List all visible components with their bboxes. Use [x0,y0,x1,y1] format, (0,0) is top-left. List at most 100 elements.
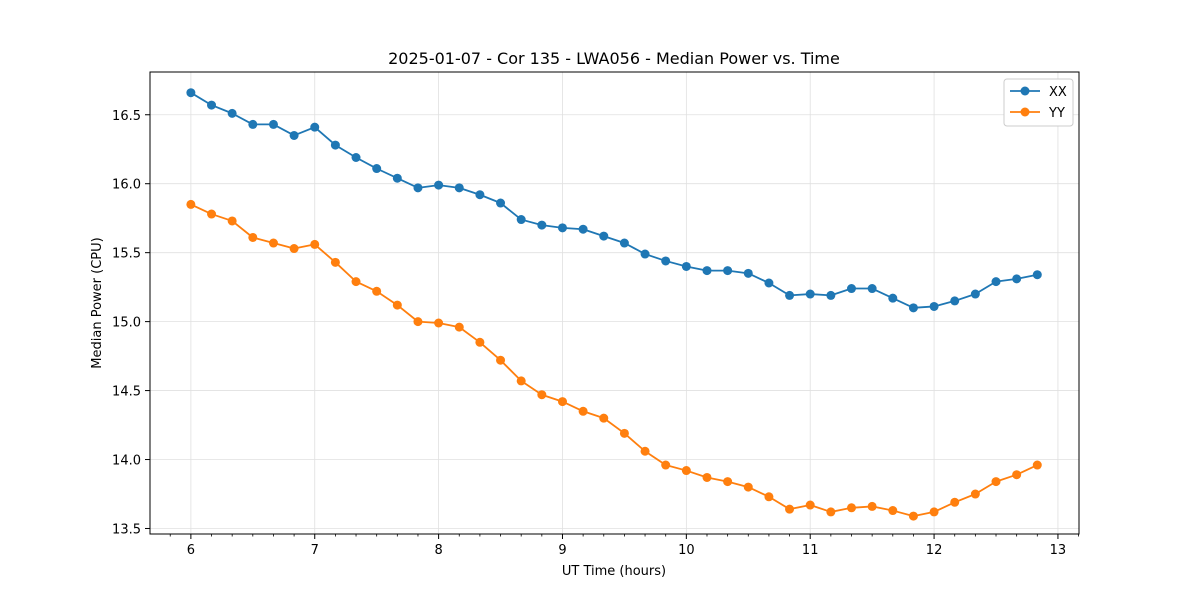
y-tick-label: 13.5 [112,522,141,537]
chart-title: 2025-01-07 - Cor 135 - LWA056 - Median P… [388,49,840,68]
axes: 6 7 8 9 10 11 12 13 13.5 14.0 14.5 15.0 15.5 16.0 16.5 [112,109,1079,558]
data-point-xx [310,122,320,132]
data-point-xx [846,284,856,294]
y-tick-label: 15.0 [112,316,141,331]
data-point-xx [702,266,712,276]
data-point-xx [434,180,444,190]
data-point-xx [578,224,588,234]
data-point-xx [888,293,898,303]
data-point-xx [991,277,1001,287]
data-point-xx [1012,274,1022,284]
data-point-xx [413,183,423,193]
legend-label-xx: XX [1049,85,1067,100]
data-point-yy [475,337,485,347]
y-tick-label: 16.5 [112,109,141,124]
data-point-xx [330,140,340,150]
data-point-xx [743,268,753,278]
data-point-yy [826,507,836,517]
data-point-xx [599,231,609,241]
data-point-yy [310,239,320,249]
y-tick-label: 14.0 [112,454,141,469]
data-point-xx [723,266,733,276]
data-point-yy [805,500,815,510]
data-point-yy [496,355,506,365]
data-point-yy [846,503,856,513]
y-tick-label: 15.5 [112,247,141,262]
data-point-xx [950,296,960,306]
x-tick-label: 7 [311,543,319,558]
legend-label-yy: YY [1048,106,1065,121]
data-point-xx [557,223,567,233]
data-point-xx [248,119,258,129]
data-point-yy [929,507,939,517]
data-point-yy [640,446,650,456]
data-point-xx [619,238,629,248]
data-point-xx [372,164,382,174]
data-point-xx [392,173,402,183]
data-point-xx [681,261,691,271]
data-point-yy [661,460,671,470]
data-point-yy [351,277,361,287]
data-point-yy [908,511,918,521]
y-tick-label: 14.5 [112,385,141,400]
x-tick-label: 11 [802,543,819,558]
data-point-xx [475,190,485,200]
data-point-xx [826,290,836,300]
data-point-yy [970,489,980,499]
data-point-yy [578,406,588,416]
data-point-xx [268,119,278,129]
x-tick-label: 10 [678,543,695,558]
data-point-yy [434,318,444,328]
data-point-xx [640,249,650,259]
x-axis-label: UT Time (hours) [562,564,666,579]
data-point-yy [557,397,567,407]
data-point-xx [207,100,217,110]
series-line-yy [190,203,1038,517]
data-point-xx [929,301,939,311]
data-point-yy [619,428,629,438]
data-point-xx [516,215,526,225]
y-axis-label: Median Power (CPU) [90,237,105,368]
data-point-yy [681,466,691,476]
data-point-xx [186,88,196,98]
data-point-yy [227,216,237,226]
x-tick-label: 13 [1050,543,1067,558]
legend: XX YY [1003,78,1074,127]
data-point-yy [1012,470,1022,480]
data-point-xx [289,130,299,140]
data-point-xx [1032,270,1042,280]
data-point-xx [454,183,464,193]
x-tick-label: 9 [558,543,566,558]
data-point-yy [867,501,877,511]
y-tick-label: 16.0 [112,178,141,193]
data-point-yy [289,244,299,254]
data-point-yy [268,238,278,248]
data-point-xx [351,153,361,162]
data-point-yy [785,504,795,514]
data-point-yy [330,257,340,267]
data-point-yy [723,477,733,487]
series-layer [186,88,1042,521]
data-point-yy [599,413,609,423]
x-tick-label: 8 [434,543,442,558]
plot-frame [149,71,1080,535]
legend-marker-yy [1020,107,1030,117]
data-point-yy [991,477,1001,487]
data-point-xx [805,289,815,299]
data-point-yy [516,376,526,386]
data-point-yy [248,232,258,242]
data-point-yy [207,209,217,219]
data-point-yy [1032,460,1042,470]
data-point-yy [186,199,196,209]
data-point-yy [392,300,402,310]
data-point-yy [888,506,898,516]
data-point-yy [413,317,423,327]
data-point-yy [537,390,547,400]
x-tick-label: 12 [926,543,943,558]
legend-marker-xx [1020,86,1030,96]
data-point-yy [743,482,753,492]
legend-item-xx: XX [1010,85,1067,100]
data-point-xx [661,256,671,266]
x-tick-label: 6 [187,543,195,558]
